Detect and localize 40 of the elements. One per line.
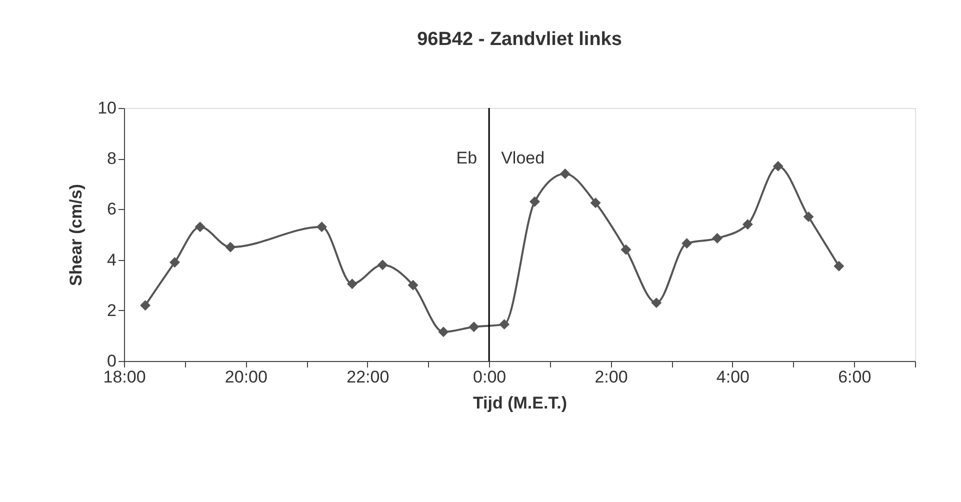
x-tick-label: 22:00 <box>346 368 390 386</box>
y-tick-label: 4 <box>107 250 116 270</box>
point <box>140 300 151 311</box>
x-tick-label: 2:00 <box>594 368 628 386</box>
point <box>438 326 449 338</box>
point <box>529 196 540 207</box>
annotation: Eb <box>456 148 478 168</box>
x-tick-label: 6:00 <box>838 368 872 386</box>
point <box>377 260 388 270</box>
point <box>499 319 510 330</box>
point <box>590 198 601 208</box>
point <box>651 298 662 308</box>
point <box>408 280 418 290</box>
point <box>169 257 180 268</box>
point <box>772 160 784 172</box>
point <box>194 222 206 232</box>
x-tick-label: 4:00 <box>716 368 750 386</box>
point <box>346 278 358 290</box>
point <box>620 244 632 255</box>
x-tick-label: 0:00 <box>473 368 506 386</box>
point <box>225 242 236 252</box>
point <box>834 260 844 272</box>
point <box>560 168 570 180</box>
x-tick-label: 18:00 <box>103 368 146 386</box>
x-tick-label: 20:00 <box>224 368 268 386</box>
point <box>803 212 814 222</box>
annotation: Vloed <box>501 148 545 168</box>
y-axis-title: Shear (cm/s) <box>66 184 86 286</box>
y-tick-label: 8 <box>107 149 116 168</box>
y-tick-label: 10 <box>98 98 116 118</box>
point <box>316 222 327 232</box>
point <box>742 219 753 230</box>
y-tick-label: 0 <box>107 352 116 370</box>
y-tick-label: 2 <box>107 300 116 320</box>
y-tick-label: 6 <box>107 200 116 219</box>
point <box>468 322 480 332</box>
chart-title: 96B42 - Zandvliet links <box>417 29 622 50</box>
point <box>712 233 722 244</box>
x-axis-title: Tijd (M.E.T.) <box>472 394 568 412</box>
point <box>682 238 692 249</box>
